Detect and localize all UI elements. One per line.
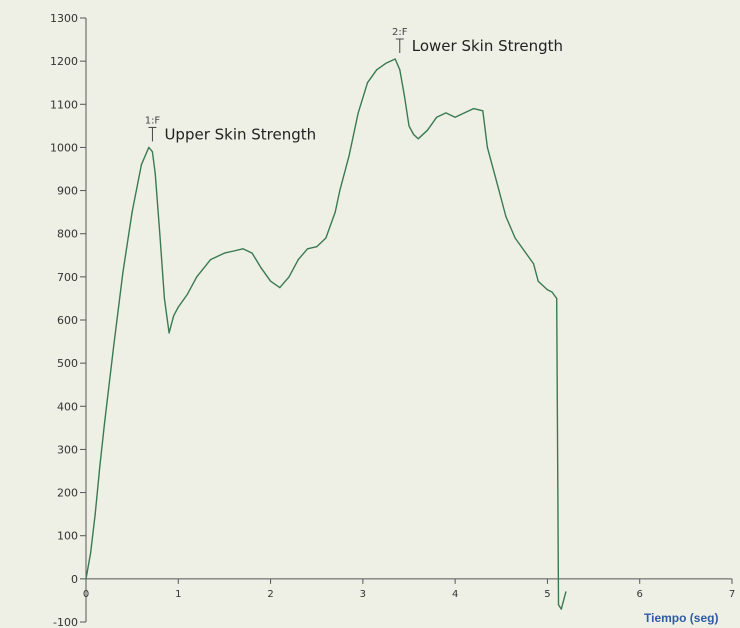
data-point-0-58 bbox=[537, 280, 539, 282]
data-point-0-43 bbox=[413, 133, 415, 136]
x-tick-label-3: 3 bbox=[360, 589, 366, 600]
x-tick-label-0: 0 bbox=[83, 589, 89, 600]
x-tick-label-1: 1 bbox=[175, 589, 181, 600]
data-point-0-51 bbox=[482, 110, 484, 112]
data-point-0-38 bbox=[385, 62, 387, 64]
x-tick-label-2: 2 bbox=[267, 589, 273, 600]
data-point-0-14 bbox=[168, 332, 170, 334]
data-point-0-16 bbox=[177, 306, 179, 308]
data-point-0-27 bbox=[288, 276, 290, 278]
data-point-0-46 bbox=[436, 116, 438, 118]
data-point-0-7 bbox=[131, 211, 133, 213]
series-line-0 bbox=[85, 58, 567, 610]
data-point-0-33 bbox=[339, 189, 341, 192]
annotation-1: Upper Skin Strength bbox=[164, 125, 316, 143]
data-point-0-20 bbox=[223, 252, 226, 254]
y-tick-label-12: 1100 bbox=[50, 98, 78, 111]
data-point-0-26 bbox=[279, 287, 281, 289]
data-point-0-28 bbox=[297, 259, 299, 261]
data-point-0-32 bbox=[334, 211, 336, 213]
data-point-0-34 bbox=[348, 155, 350, 157]
x-tick-label-5: 5 bbox=[544, 589, 550, 600]
data-point-0-9 bbox=[148, 146, 150, 149]
y-tick-label-3: 200 bbox=[57, 487, 78, 500]
data-point-0-17 bbox=[186, 293, 189, 295]
data-point-0-31 bbox=[325, 237, 327, 239]
data-point-0-44 bbox=[417, 138, 419, 140]
data-point-0-60 bbox=[551, 291, 553, 293]
data-point-0-12 bbox=[159, 233, 161, 235]
data-point-0-4 bbox=[103, 422, 106, 425]
y-tick-label-2: 100 bbox=[57, 530, 78, 543]
data-point-0-61 bbox=[556, 297, 558, 300]
data-point-0-23 bbox=[251, 252, 253, 254]
data-point-0-64 bbox=[565, 591, 567, 593]
data-point-0-41 bbox=[403, 95, 405, 97]
data-point-0-0 bbox=[85, 578, 87, 580]
x-axis-label: Tiempo (seg) bbox=[644, 611, 718, 625]
data-point-0-3 bbox=[99, 466, 101, 468]
data-point-0-63 bbox=[560, 608, 562, 610]
y-tick-label-1: 0 bbox=[71, 573, 78, 586]
data-point-0-1 bbox=[90, 552, 92, 554]
y-tick-label-4: 300 bbox=[57, 443, 78, 456]
data-point-0-35 bbox=[357, 112, 359, 114]
y-tick-label-5: 400 bbox=[57, 400, 78, 413]
data-point-0-29 bbox=[306, 248, 309, 250]
y-tick-label-0: -100 bbox=[53, 616, 78, 628]
data-point-0-53 bbox=[496, 181, 498, 183]
data-point-0-18 bbox=[196, 276, 198, 278]
x-tick-label-7: 7 bbox=[729, 589, 735, 600]
y-tick-label-8: 700 bbox=[57, 271, 78, 284]
y-tick-label-13: 1200 bbox=[50, 55, 78, 68]
data-point-0-57 bbox=[532, 263, 535, 265]
peak-marker-label-2: 2:F bbox=[392, 27, 408, 38]
data-point-0-48 bbox=[454, 116, 456, 118]
data-point-0-36 bbox=[366, 82, 369, 84]
y-tick-label-9: 800 bbox=[57, 228, 78, 241]
data-point-0-39 bbox=[394, 58, 396, 60]
data-point-0-10 bbox=[151, 151, 154, 153]
data-point-0-24 bbox=[260, 267, 262, 269]
data-point-0-8 bbox=[140, 164, 142, 166]
data-point-0-50 bbox=[473, 108, 475, 110]
data-point-0-47 bbox=[445, 112, 447, 114]
data-point-0-15 bbox=[173, 315, 175, 317]
data-point-0-21 bbox=[233, 250, 235, 252]
data-point-0-11 bbox=[154, 172, 156, 174]
data-point-0-45 bbox=[426, 129, 429, 131]
y-tick-label-14: 1300 bbox=[50, 12, 78, 25]
data-point-0-13 bbox=[163, 297, 166, 300]
data-point-0-19 bbox=[209, 259, 212, 261]
x-tick-label-6: 6 bbox=[637, 589, 643, 600]
y-tick-label-10: 900 bbox=[57, 185, 78, 198]
data-point-0-55 bbox=[514, 237, 516, 239]
data-point-0-49 bbox=[463, 112, 465, 114]
x-tick-label-4: 4 bbox=[452, 589, 458, 600]
data-point-0-5 bbox=[113, 345, 115, 347]
data-point-0-62 bbox=[557, 604, 560, 606]
data-point-0-30 bbox=[316, 246, 318, 248]
data-point-0-40 bbox=[399, 69, 401, 71]
y-tick-label-6: 500 bbox=[57, 357, 78, 370]
data-point-0-2 bbox=[94, 513, 96, 515]
peak-marker-label-1: 1:F bbox=[145, 115, 161, 126]
data-point-0-37 bbox=[376, 69, 378, 71]
data-point-0-25 bbox=[269, 280, 272, 282]
data-point-0-42 bbox=[408, 125, 410, 127]
data-point-0-6 bbox=[122, 271, 124, 274]
data-point-0-52 bbox=[486, 146, 489, 149]
y-tick-label-7: 600 bbox=[57, 314, 78, 327]
y-tick-label-11: 1000 bbox=[50, 141, 78, 154]
data-point-0-22 bbox=[242, 248, 244, 250]
data-point-0-56 bbox=[523, 250, 525, 252]
data-point-0-59 bbox=[546, 289, 549, 291]
data-point-0-54 bbox=[505, 215, 507, 218]
annotation-2: Lower Skin Strength bbox=[412, 37, 563, 55]
